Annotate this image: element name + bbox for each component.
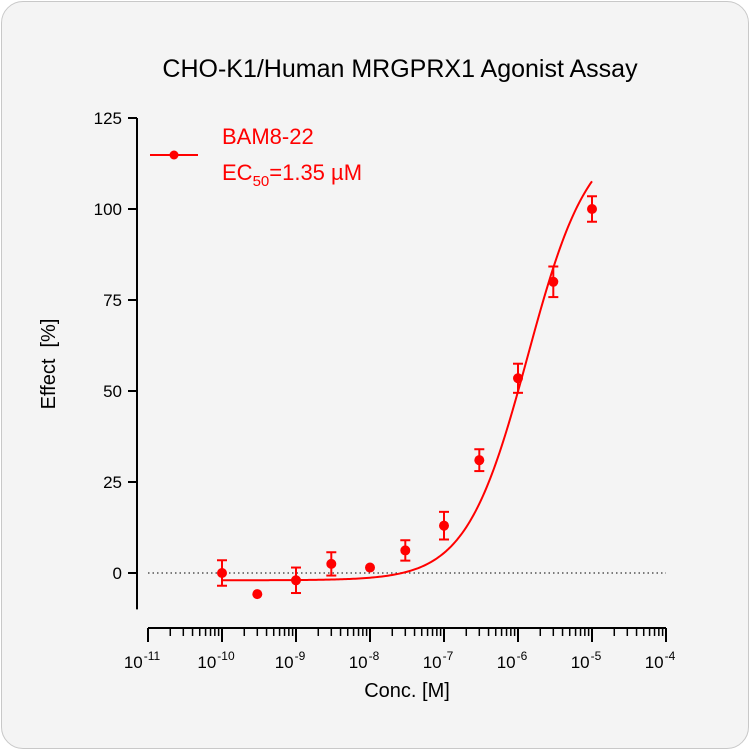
y-tick-label: 0 [113, 564, 122, 583]
x-tick-label: 10-6 [497, 649, 528, 672]
x-tick-label: 10-7 [423, 649, 454, 672]
fit-curve [222, 180, 593, 582]
data-point [513, 373, 523, 384]
data-point [474, 455, 485, 466]
data-point [400, 545, 411, 556]
chart-title: CHO-K1/Human MRGPRX1 Agonist Assay [162, 55, 638, 83]
data-point [252, 589, 263, 600]
x-axis: 10-11 10-10 10-9 10-8 10-7 10-6 10-5 10-4 [124, 627, 676, 672]
data-point [587, 204, 597, 214]
data-point [326, 558, 337, 569]
legend-marker [169, 150, 179, 160]
x-tick-label: 10-5 [571, 649, 602, 672]
x-tick-label: 10-4 [645, 649, 676, 672]
legend-ec50-prefix: EC [222, 160, 253, 185]
data-point [439, 520, 449, 531]
data-point [548, 276, 559, 287]
data-point [291, 575, 301, 586]
legend-ec50-subscript: 50 [253, 173, 270, 190]
x-tick-label: 10-11 [124, 649, 161, 672]
data-point [365, 562, 375, 573]
x-tick-label: 10-9 [275, 649, 306, 672]
y-tick-label: 125 [94, 109, 122, 128]
y-axis: 0 25 50 75 100 125 [94, 109, 138, 610]
legend-series-label: BAM8-22 [222, 124, 314, 149]
y-axis-label: Effect [%] [38, 319, 60, 410]
plot-area [148, 180, 666, 600]
x-tick-label: 10-10 [197, 649, 235, 672]
legend-ec50: EC50=1.35 µM [222, 160, 362, 190]
y-tick-label: 100 [94, 200, 122, 219]
y-tick-label: 75 [103, 291, 122, 310]
x-tick-label: 10-8 [349, 649, 380, 672]
legend-ec50-value: =1.35 µM [269, 160, 362, 185]
legend: BAM8-22 EC50=1.35 µM [150, 124, 362, 190]
y-tick-label: 25 [103, 473, 122, 492]
y-tick-label: 50 [103, 382, 122, 401]
x-axis-label: Conc. [M] [364, 680, 450, 702]
data-point [217, 568, 227, 578]
